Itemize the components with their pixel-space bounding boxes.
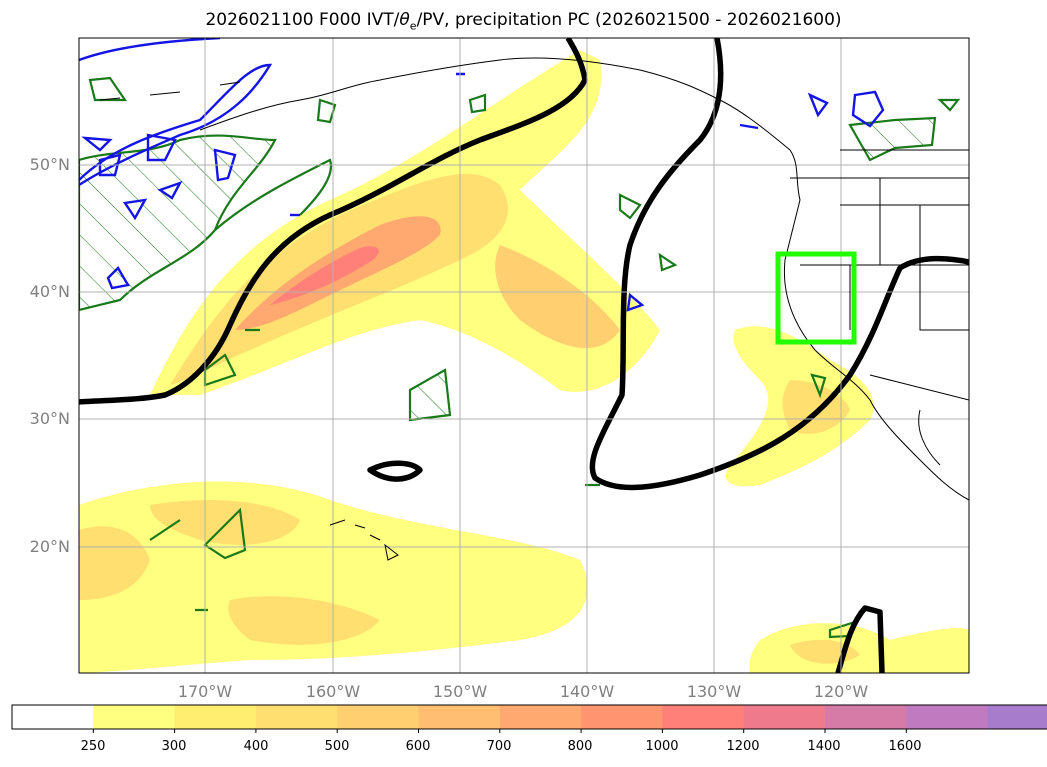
map-area xyxy=(79,38,969,673)
coastlines xyxy=(99,57,969,561)
colorbar-tick-300: 300 xyxy=(161,739,187,754)
lat-label-50n: 50°N xyxy=(29,155,70,174)
colorbar-tick-1000: 1000 xyxy=(645,739,679,754)
map-title: 2026021100 F000 IVT/θe/PV, precipitation… xyxy=(0,10,1047,32)
ivt-plume-main xyxy=(150,50,660,395)
target-region-box xyxy=(775,251,857,345)
colorbar-swatch-5 xyxy=(499,705,582,729)
graticule xyxy=(79,38,969,673)
colorbar-tick-600: 600 xyxy=(405,739,431,754)
colorbar-tick-500: 500 xyxy=(324,739,350,754)
colorbar-tick-400: 400 xyxy=(243,739,269,754)
lat-label-40n: 40°N xyxy=(29,282,70,301)
colorbar-swatch-2 xyxy=(255,705,338,729)
lon-label-160w: 160°W xyxy=(305,682,361,701)
lon-label-130w: 130°W xyxy=(686,682,742,701)
colorbar-swatch-1 xyxy=(174,705,257,729)
colorbar-swatch-3 xyxy=(337,705,419,729)
colorbar xyxy=(11,704,1047,733)
lon-label-140w: 140°W xyxy=(559,682,615,701)
lat-label-30n: 30°N xyxy=(29,409,70,428)
colorbar-tick-700: 700 xyxy=(486,739,512,754)
colorbar-tick-800: 800 xyxy=(567,739,593,754)
colorbar-swatch-4 xyxy=(418,705,501,729)
title-suffix: /PV, precipitation PC (2026021500 - 2026… xyxy=(416,10,842,30)
title-theta: θ xyxy=(399,10,410,30)
colorbar-swatch-6 xyxy=(581,705,663,729)
lon-label-150w: 150°W xyxy=(432,682,488,701)
title-theta-subscript: e xyxy=(409,19,417,33)
colorbar-swatch-0 xyxy=(93,705,176,729)
lat-label-20n: 20°N xyxy=(29,537,70,556)
map-frame xyxy=(78,37,970,674)
lon-label-120w: 120°W xyxy=(813,682,869,701)
colorbar-tick-1400: 1400 xyxy=(807,739,841,754)
colorbar-swatch-10 xyxy=(906,705,989,729)
colorbar-swatch-below xyxy=(12,705,94,729)
title-prefix: 2026021100 F000 IVT/ xyxy=(205,10,400,30)
colorbar-swatch-7 xyxy=(662,705,745,729)
colorbar-frame xyxy=(11,704,1047,730)
colorbar-tick-1200: 1200 xyxy=(726,739,760,754)
colorbar-swatch-9 xyxy=(825,705,907,729)
colorbar-tick-250: 250 xyxy=(80,739,106,754)
lon-label-170w: 170°W xyxy=(177,682,233,701)
colorbar-tick-1600: 1600 xyxy=(888,739,922,754)
colorbar-swatch-11 xyxy=(987,705,1047,729)
colorbar-swatch-8 xyxy=(743,705,826,729)
